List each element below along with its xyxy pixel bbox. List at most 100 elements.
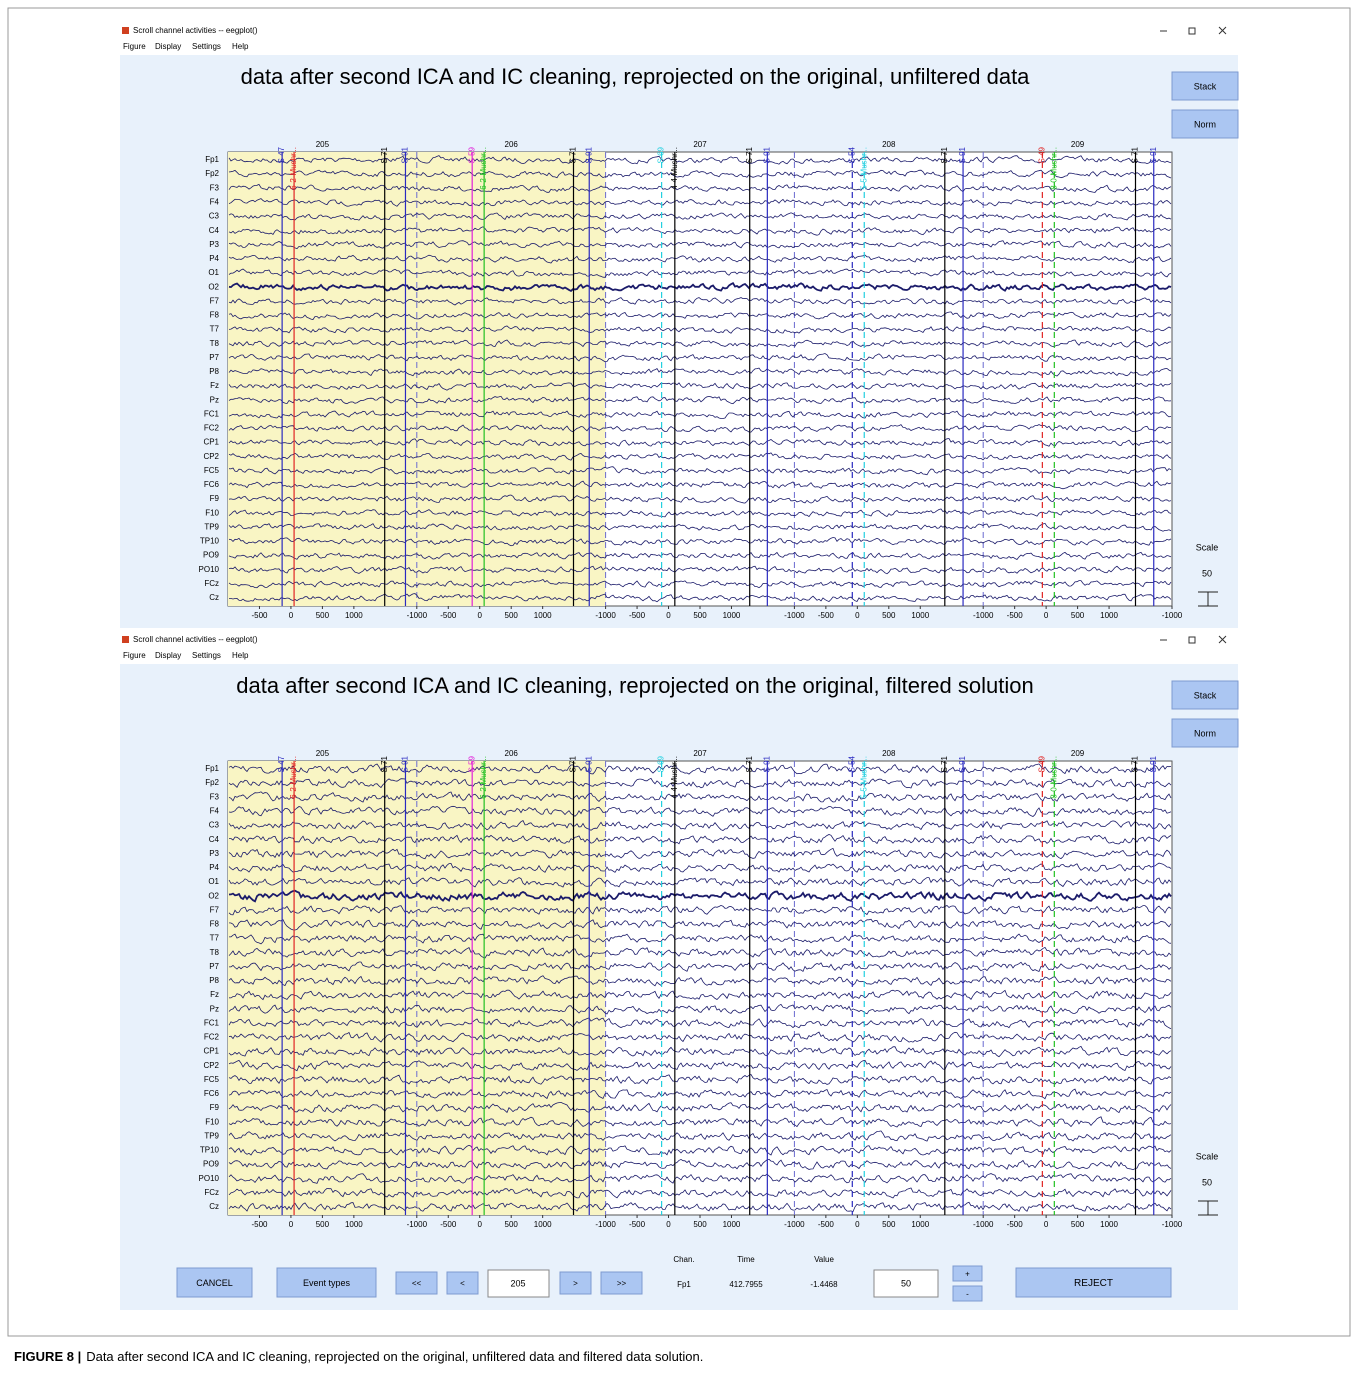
event-label: S 71 — [940, 755, 949, 772]
channel-label: C3 — [209, 821, 220, 830]
scale-value: 50 — [1202, 568, 1212, 578]
scale-value: 50 — [1202, 1177, 1212, 1187]
x-tick-label: 500 — [505, 1220, 519, 1229]
event-label: S 49 — [1037, 146, 1046, 163]
channel-label: C4 — [209, 835, 220, 844]
x-tick-label: 0 — [855, 611, 860, 620]
channel-label: CP2 — [203, 452, 219, 461]
menu-item[interactable]: Settings — [192, 42, 221, 51]
x-tick-label: -1000 — [784, 1220, 805, 1229]
menu-item[interactable]: Figure — [123, 651, 146, 660]
epoch-label: 209 — [1071, 140, 1085, 149]
x-tick-label: 500 — [1071, 611, 1085, 620]
x-tick-label: -500 — [818, 1220, 835, 1229]
first-button-label[interactable]: << — [412, 1279, 422, 1288]
channel-label: FC1 — [204, 409, 220, 418]
event-types-button-label[interactable]: Event types — [303, 1278, 351, 1288]
minus-button-label[interactable]: - — [966, 1290, 969, 1299]
x-tick-label: -1000 — [1162, 611, 1183, 620]
stack-button-label[interactable]: Stack — [1194, 81, 1217, 91]
channel-label: P4 — [209, 863, 219, 872]
readout-header: Time — [737, 1255, 755, 1264]
x-tick-label: 1000 — [345, 611, 363, 620]
epoch-label: 209 — [1071, 749, 1085, 758]
channel-label: P3 — [209, 240, 219, 249]
plus-button-label[interactable]: + — [965, 1270, 970, 1279]
channel-label: O1 — [208, 877, 219, 886]
stack-button-label[interactable]: Stack — [1194, 690, 1217, 700]
x-tick-label: 1000 — [345, 1220, 363, 1229]
epoch-label: 206 — [505, 140, 519, 149]
channel-label: T7 — [210, 934, 220, 943]
epoch-label: 208 — [882, 749, 896, 758]
menu-item[interactable]: Figure — [123, 42, 146, 51]
event-label: S 71 — [380, 755, 389, 772]
epoch-label: 205 — [316, 140, 330, 149]
channel-label: Pz — [210, 1004, 219, 1013]
x-tick-label: -1000 — [407, 1220, 428, 1229]
readout-value: -1.4468 — [810, 1280, 838, 1289]
event-label: S 47 — [277, 146, 286, 163]
event-label: S 54 — [847, 755, 856, 772]
epoch-input-text[interactable]: 205 — [510, 1278, 525, 1288]
channel-label: PO10 — [199, 565, 220, 574]
window-title: Scroll channel activities -- eegplot() — [133, 635, 258, 644]
plot-title: data after second ICA and IC cleaning, r… — [241, 64, 1031, 89]
x-tick-label: -1000 — [595, 1220, 616, 1229]
channel-label: F8 — [210, 920, 220, 929]
x-tick-label: -500 — [251, 611, 268, 620]
channel-label: FC6 — [204, 480, 220, 489]
scale-input-text[interactable]: 50 — [901, 1278, 911, 1288]
readout-header: Chan. — [673, 1255, 694, 1264]
x-tick-label: 500 — [316, 1220, 330, 1229]
x-tick-label: 500 — [882, 1220, 896, 1229]
cancel-button-label[interactable]: CANCEL — [196, 1278, 233, 1288]
channel-label: Cz — [209, 593, 219, 602]
event-label: S 91 — [401, 146, 410, 163]
scale-label: Scale — [1196, 1151, 1219, 1161]
prev-button-label[interactable]: < — [460, 1279, 465, 1288]
event-label: 5-5-Mushr... — [859, 756, 868, 799]
channel-label: Fp2 — [205, 778, 219, 787]
channel-label: CP2 — [203, 1061, 219, 1070]
menu-item[interactable]: Help — [232, 651, 249, 660]
event-label: S 71 — [745, 755, 754, 772]
readout-value: 412.7955 — [729, 1280, 763, 1289]
menu-item[interactable]: Display — [155, 651, 181, 660]
x-tick-label: 1000 — [911, 611, 929, 620]
reject-button-label[interactable]: REJECT — [1074, 1278, 1113, 1289]
menu-item[interactable]: Display — [155, 42, 181, 51]
channel-label: TP10 — [200, 1146, 220, 1155]
x-tick-label: -500 — [629, 1220, 646, 1229]
event-label: S 49 — [1037, 755, 1046, 772]
plot-title: data after second ICA and IC cleaning, r… — [236, 673, 1033, 698]
menu-item[interactable]: Help — [232, 42, 249, 51]
figure: Scroll channel activities -- eegplot() Fi… — [0, 0, 1358, 1376]
channel-label: P8 — [209, 367, 219, 376]
x-tick-label: -500 — [818, 611, 835, 620]
x-tick-label: -500 — [629, 611, 646, 620]
norm-button-label[interactable]: Norm — [1194, 119, 1216, 129]
event-label: S 91 — [584, 755, 593, 772]
event-label: S 59 — [467, 146, 476, 163]
next-button-label[interactable]: > — [573, 1279, 578, 1288]
event-label: 6-2-Mushr... — [289, 147, 298, 190]
channel-label: FCz — [204, 579, 219, 588]
channel-label: PO10 — [199, 1174, 220, 1183]
x-tick-label: 1000 — [723, 1220, 741, 1229]
channel-label: F3 — [210, 183, 220, 192]
channel-label: F4 — [210, 806, 220, 815]
x-tick-label: -1000 — [973, 611, 994, 620]
channel-label: F9 — [210, 494, 220, 503]
epoch-label: 208 — [882, 140, 896, 149]
norm-button-label[interactable]: Norm — [1194, 728, 1216, 738]
event-label: 6-2-Mushr... — [289, 756, 298, 799]
x-tick-label: -1000 — [595, 611, 616, 620]
channel-label: FC5 — [204, 1075, 220, 1084]
channel-label: TP9 — [204, 1131, 219, 1140]
channel-label: Fp1 — [205, 155, 219, 164]
last-button-label[interactable]: >> — [617, 1279, 627, 1288]
menu-item[interactable]: Settings — [192, 651, 221, 660]
channel-label: T8 — [210, 948, 220, 957]
event-label: 4-4-Mushr... — [670, 756, 679, 799]
